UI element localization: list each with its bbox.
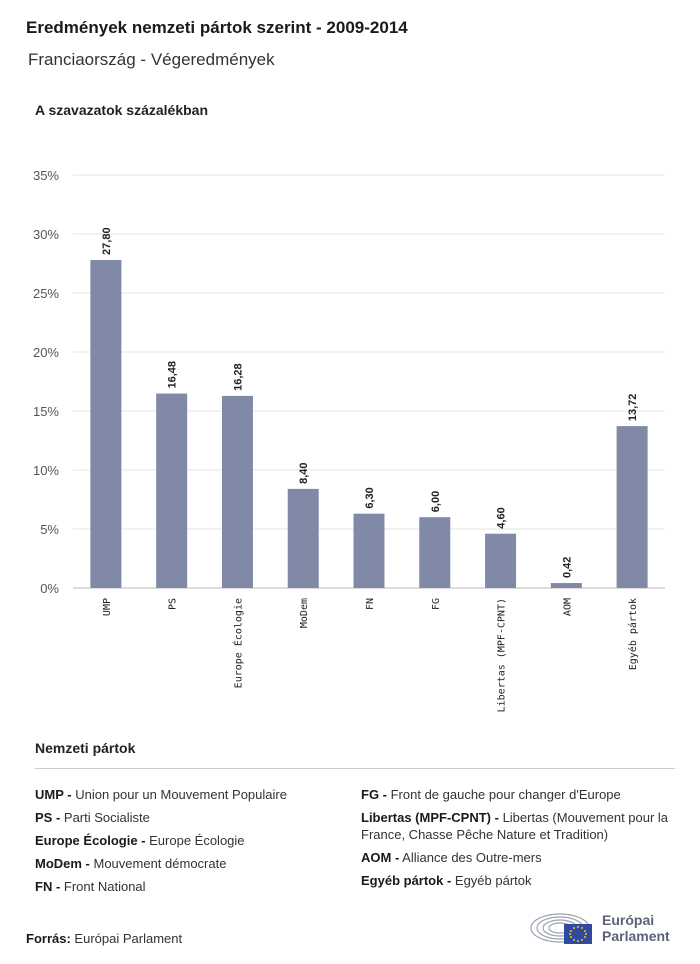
legend-item: PS - Parti Socialiste: [35, 809, 353, 826]
logo-text: Európai Parlament: [602, 912, 670, 944]
x-tick-label: Europe Écologie: [231, 598, 244, 688]
legend-full-name: Front National: [60, 879, 146, 894]
legend-abbr: Libertas (MPF-CPNT) -: [361, 810, 499, 825]
legend-abbr: Egyéb pártok -: [361, 873, 452, 888]
legend-abbr: MoDem -: [35, 856, 90, 871]
legend-item: AOM - Alliance des Outre-mers: [361, 849, 679, 866]
legend-abbr: Europe Écologie -: [35, 833, 146, 848]
bar: [616, 426, 648, 588]
data-label: 4,60: [496, 507, 508, 528]
axis-caption: A szavazatok százalékban: [35, 102, 209, 118]
x-tick-label: FN: [365, 598, 376, 610]
legend-full-name: Mouvement démocrate: [89, 856, 227, 871]
source-label: Forrás:: [26, 931, 71, 946]
y-tick-label: 15%: [33, 404, 59, 419]
logo-line-2: Parlament: [602, 928, 670, 944]
x-tick-label: PS: [168, 598, 179, 610]
legend-abbr: PS -: [35, 810, 61, 825]
data-label: 6,30: [364, 487, 376, 508]
y-tick-label: 20%: [33, 345, 59, 360]
legend-full-name: Parti Socialiste: [60, 810, 150, 825]
legend-item: FG - Front de gauche pour changer d'Euro…: [361, 786, 679, 803]
x-tick-label: MoDem: [299, 598, 310, 628]
source-note: Forrás: Európai Parlament: [26, 931, 182, 946]
data-label: 16,48: [167, 361, 179, 389]
data-label: 8,40: [298, 462, 310, 483]
x-tick-label: AOM: [562, 598, 573, 616]
data-label: 0,42: [561, 557, 573, 578]
bar: [353, 513, 385, 588]
legend-abbr: FG -: [361, 787, 387, 802]
legend-item: FN - Front National: [35, 878, 353, 895]
legend-abbr: AOM -: [361, 850, 400, 865]
hemicycle-icon: [530, 913, 592, 944]
y-tick-label: 35%: [33, 168, 59, 183]
y-tick-label: 0%: [40, 581, 59, 596]
data-label: 13,72: [627, 394, 639, 422]
legend-full-name: Front de gauche pour changer d'Europe: [387, 787, 621, 802]
bar: [550, 583, 582, 588]
page-subtitle: Franciaország - Végeredmények: [28, 50, 275, 69]
legend-column-right: FG - Front de gauche pour changer d'Euro…: [361, 786, 679, 895]
legend-title: Nemzeti pártok: [35, 740, 136, 756]
x-tick-label: UMP: [102, 598, 113, 616]
legend-item: UMP - Union pour un Mouvement Populaire: [35, 786, 353, 803]
bar: [156, 393, 188, 588]
bar: [485, 533, 517, 588]
legend-abbr: FN -: [35, 879, 61, 894]
legend-divider: [35, 768, 675, 769]
y-tick-label: 30%: [33, 227, 59, 242]
legend-column-left: UMP - Union pour un Mouvement Populaire P…: [35, 786, 353, 901]
data-label: 6,00: [430, 491, 442, 512]
bar: [90, 259, 122, 588]
bar: [221, 395, 253, 588]
x-tick-label: FG: [431, 598, 442, 610]
legend-item: Europe Écologie - Europe Écologie: [35, 832, 353, 849]
data-label: 27,80: [101, 227, 113, 255]
logo-line-1: Európai: [602, 912, 655, 928]
bar: [419, 517, 451, 588]
legend-full-name: Europe Écologie: [145, 833, 245, 848]
legend-item: MoDem - Mouvement démocrate: [35, 855, 353, 872]
legend-full-name: Alliance des Outre-mers: [399, 850, 542, 865]
bar: [287, 488, 319, 588]
legend-full-name: Libertas (Mouvement pour la France, Chas…: [361, 810, 669, 842]
legend-full-name: Union pour un Mouvement Populaire: [71, 787, 287, 802]
y-tick-label: 5%: [40, 522, 59, 537]
legend-item: Egyéb pártok - Egyéb pártok: [361, 872, 679, 889]
legend-full-name: Egyéb pártok: [451, 873, 532, 888]
source-value: Európai Parlament: [74, 931, 183, 946]
legend-abbr: UMP -: [35, 787, 72, 802]
page-title: Eredmények nemzeti pártok szerint - 2009…: [26, 18, 408, 37]
legend-item: Libertas (MPF-CPNT) - Libertas (Mouvemen…: [361, 809, 679, 843]
data-label: 16,28: [232, 363, 244, 391]
y-tick-label: 25%: [33, 286, 59, 301]
bar-chart: 0% 5% 10% 15% 20% 25% 30% 35% 27,80 UMP 16,48 PS 16,…: [33, 168, 665, 712]
european-parliament-logo: Európai Parlament: [530, 908, 680, 948]
x-tick-label: Libertas (MPF-CPNT): [497, 598, 508, 712]
x-tick-label: Egyéb pártok: [627, 598, 639, 670]
y-tick-label: 10%: [33, 463, 59, 478]
